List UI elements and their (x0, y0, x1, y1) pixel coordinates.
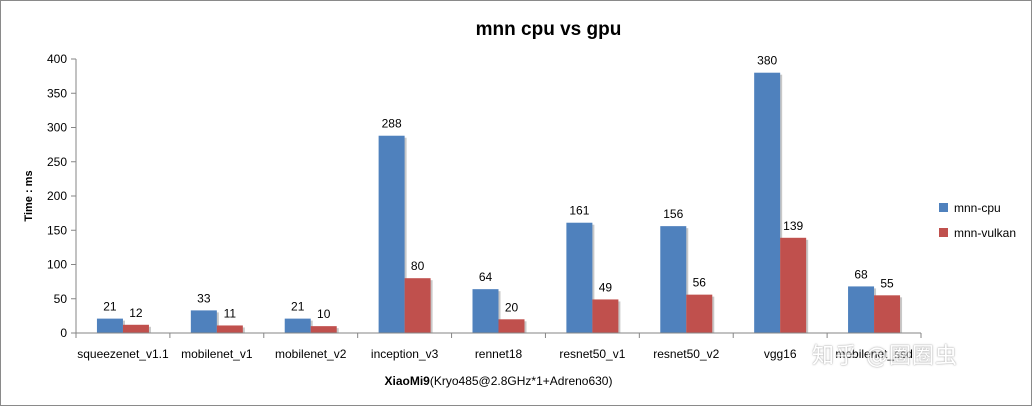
x-tick-label: mobilenet_v2 (275, 347, 347, 361)
bar-mnn-cpu-mobilenet_ssd (848, 286, 875, 333)
data-label-mnn-vulkan: 10 (317, 307, 331, 321)
bar-mnn-vulkan-mobilenet_v2 (310, 326, 337, 333)
x-tick-label: resnet50_v1 (559, 347, 625, 361)
bar-mnn-vulkan-inception_v3 (404, 278, 431, 333)
data-label-mnn-vulkan: 139 (783, 219, 803, 233)
x-axis-label-device: XiaoMi9 (385, 374, 431, 388)
x-tick-label: mobilenet_ssd (835, 347, 912, 361)
x-tick-label: squeezenet_v1.1 (77, 347, 169, 361)
bar-mnn-vulkan-vgg16 (780, 237, 807, 333)
data-label-mnn-cpu: 156 (663, 207, 683, 221)
data-label-mnn-cpu: 21 (103, 300, 117, 314)
bar-mnn-cpu-squeezenet_v1.1 (96, 318, 123, 333)
y-tick-label: 350 (47, 86, 67, 100)
x-axis-label: XiaoMi9(Kryo485@2.8GHz*1+Adreno630) (385, 374, 613, 388)
x-axis-label-spec: (Kryo485@2.8GHz*1+Adreno630) (430, 374, 613, 388)
bar-mnn-vulkan-mobilenet_ssd (874, 295, 901, 333)
data-label-mnn-cpu: 288 (382, 117, 402, 131)
data-label-mnn-cpu: 68 (854, 267, 868, 281)
data-label-mnn-vulkan: 49 (599, 280, 613, 294)
x-tick-label: rennet18 (475, 347, 523, 361)
bar-mnn-cpu-vgg16 (754, 72, 781, 333)
data-label-mnn-vulkan: 12 (129, 306, 143, 320)
y-axis-label: Time : ms (23, 170, 35, 221)
x-tick-label: mobilenet_v1 (181, 347, 253, 361)
x-tick-label: inception_v3 (371, 347, 439, 361)
data-label-mnn-cpu: 380 (757, 54, 777, 68)
bar-mnn-cpu-resnet50_v1 (566, 222, 593, 333)
data-label-mnn-cpu: 21 (291, 300, 305, 314)
x-tick-label: vgg16 (764, 347, 797, 361)
bar-mnn-vulkan-rennet18 (498, 319, 525, 333)
bar-mnn-cpu-rennet18 (472, 289, 499, 333)
y-tick-label: 400 (47, 52, 67, 66)
y-tick-label: 300 (47, 121, 67, 135)
y-tick-label: 150 (47, 223, 67, 237)
chart-title: mnn cpu vs gpu (476, 19, 622, 40)
legend-label-mnn-cpu: mnn-cpu (954, 201, 1001, 215)
y-tick-label: 200 (47, 189, 67, 203)
data-label-mnn-cpu: 33 (197, 291, 211, 305)
data-label-mnn-cpu: 64 (479, 270, 493, 284)
y-tick-label: 50 (54, 292, 68, 306)
y-tick-label: 100 (47, 258, 67, 272)
bar-mnn-cpu-resnet50_v2 (660, 226, 687, 333)
bar-mnn-vulkan-mobilenet_v1 (216, 325, 243, 333)
bar-mnn-vulkan-resnet50_v1 (592, 299, 619, 333)
data-label-mnn-vulkan: 20 (505, 300, 519, 314)
y-tick-label: 250 (47, 155, 67, 169)
bar-mnn-cpu-inception_v3 (378, 135, 405, 333)
legend-swatch-mnn-vulkan (939, 228, 948, 237)
legend-label-mnn-vulkan: mnn-vulkan (954, 226, 1016, 240)
data-label-mnn-cpu: 161 (569, 204, 589, 218)
data-label-mnn-vulkan: 11 (224, 306, 237, 320)
legend-swatch-mnn-cpu (939, 203, 948, 212)
y-tick-label: 0 (60, 326, 67, 340)
data-label-mnn-vulkan: 56 (693, 276, 707, 290)
x-tick-label: resnet50_v2 (653, 347, 719, 361)
bar-mnn-cpu-mobilenet_v1 (190, 310, 217, 333)
bar-mnn-cpu-mobilenet_v2 (284, 318, 311, 333)
bar-mnn-vulkan-resnet50_v2 (686, 294, 713, 333)
data-label-mnn-vulkan: 55 (880, 276, 894, 290)
data-label-mnn-vulkan: 80 (411, 259, 425, 273)
bar-mnn-vulkan-squeezenet_v1.1 (122, 324, 149, 333)
